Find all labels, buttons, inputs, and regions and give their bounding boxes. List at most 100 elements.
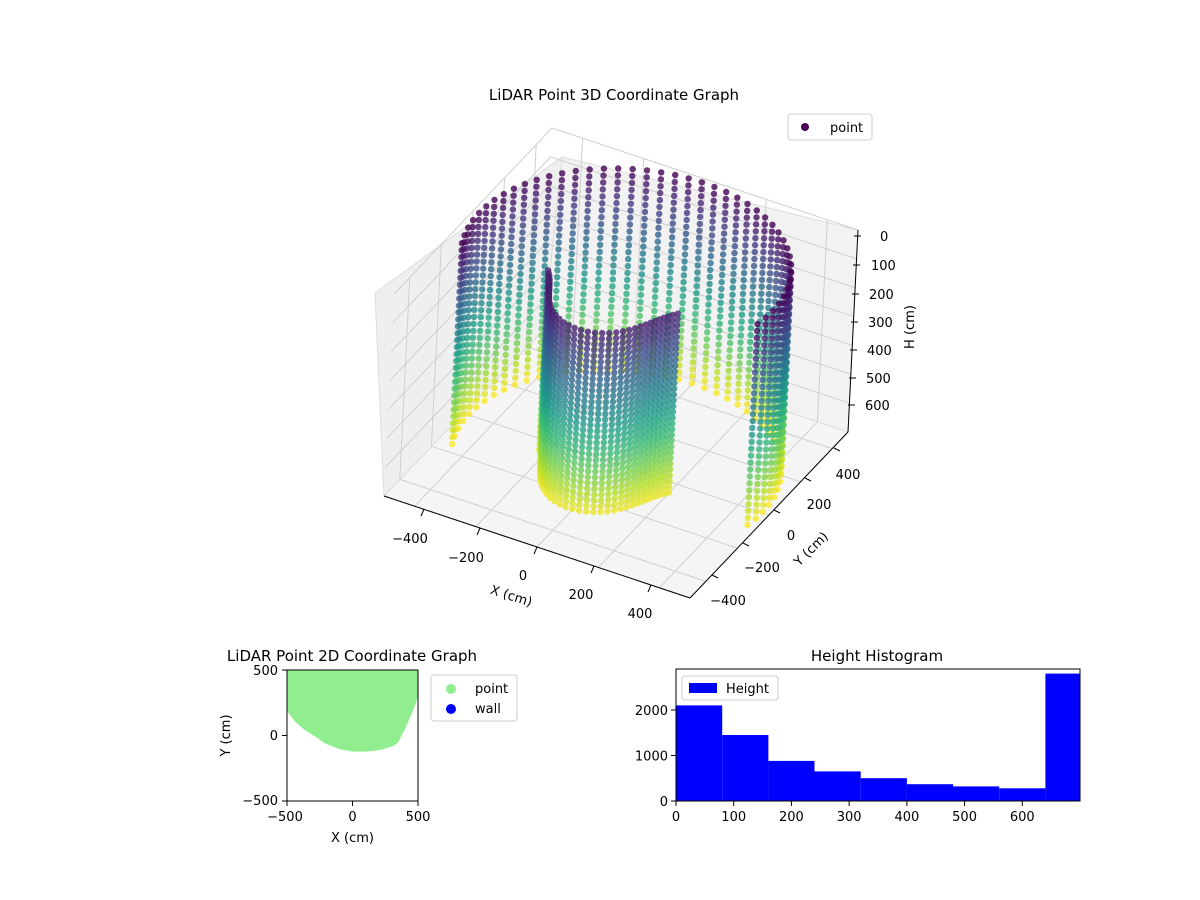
point-3d: [714, 355, 722, 362]
point-3d: [469, 341, 476, 348]
legend-label-height: Height: [726, 682, 769, 697]
point-3d: [516, 284, 523, 291]
point-3d: [640, 236, 647, 243]
point-3d: [524, 349, 532, 357]
point-3d: [631, 336, 638, 343]
point-3d: [762, 321, 769, 328]
point-3d: [481, 390, 489, 398]
point-3d: [497, 253, 504, 260]
point-3d: [773, 356, 780, 363]
point-3d: [646, 336, 653, 344]
point-3d: [757, 304, 764, 311]
point-3d: [560, 319, 567, 326]
point-3d: [640, 243, 647, 250]
point-3d: [752, 348, 760, 355]
point-3d: [597, 353, 605, 360]
point-3d: [628, 405, 635, 413]
point-3d: [613, 206, 620, 214]
plot-frame-histogram: [675, 668, 1081, 802]
point-3d: [624, 276, 631, 284]
point-3d: [670, 402, 677, 410]
point-3d: [623, 390, 630, 397]
point-3d: [639, 390, 646, 398]
point-3d: [559, 170, 566, 177]
point-3d: [605, 479, 613, 486]
point-3d: [579, 311, 586, 319]
point-3d: [624, 469, 632, 476]
point-3d: [610, 381, 617, 388]
point-3d: [557, 495, 564, 502]
point-3d: [753, 494, 760, 501]
point-3d: [470, 327, 477, 334]
point-3d: [555, 327, 562, 334]
point-3d: [708, 232, 716, 239]
point-3d: [475, 348, 483, 355]
point-3d: [585, 450, 593, 458]
point-3d: [560, 426, 567, 433]
point-3d: [627, 200, 635, 207]
point-3d: [576, 484, 584, 491]
point-3d: [584, 485, 591, 492]
point-3d: [726, 353, 733, 361]
point-3d: [765, 304, 772, 312]
point-3d: [542, 242, 549, 249]
point-3d: [491, 196, 498, 204]
point-3d: [729, 291, 736, 298]
point-3d: [705, 301, 712, 308]
point-3d: [507, 247, 514, 255]
point-3d: [556, 405, 563, 412]
point-3d: [581, 386, 589, 393]
point-3d: [640, 361, 647, 369]
point-3d: [470, 313, 478, 321]
legend-2d: point wall: [430, 674, 518, 722]
point-3d: [568, 257, 575, 265]
point-3d: [554, 260, 561, 267]
point-3d: [704, 322, 711, 329]
point-3d: [705, 308, 712, 315]
point-3d: [618, 357, 625, 364]
point-3d: [774, 328, 781, 335]
point-3d: [641, 215, 648, 223]
point-3d: [554, 446, 561, 453]
point-3d: [674, 310, 681, 317]
point-3d: [671, 192, 678, 199]
point-3d: [679, 306, 686, 314]
point-3d: [641, 350, 648, 357]
point-3d: [638, 408, 645, 415]
point-3d: [572, 442, 579, 449]
point-3d: [557, 388, 564, 395]
point-3d: [741, 249, 749, 256]
point-3d: [565, 306, 573, 313]
point-3d: [625, 344, 632, 351]
point-3d: [615, 426, 622, 433]
point-3d: [740, 269, 748, 277]
point-3d: [671, 185, 678, 193]
point-3d: [620, 448, 627, 455]
point-3d: [570, 202, 578, 209]
point-3d: [511, 381, 519, 388]
point-3d: [571, 181, 579, 189]
point-3d: [603, 393, 610, 400]
chart-3d-title: LiDAR Point 3D Coordinate Graph: [489, 86, 739, 104]
point-3d: [733, 215, 740, 222]
point-3d: [727, 333, 734, 340]
point-3d: [764, 411, 771, 418]
point-3d: [583, 351, 590, 358]
point-3d: [580, 297, 587, 305]
point-3d: [690, 345, 697, 352]
point-3d: [592, 456, 600, 464]
point-3d: [600, 439, 608, 446]
point-3d: [635, 369, 642, 376]
point-3d: [704, 315, 711, 322]
point-3d: [731, 256, 738, 264]
point-3d: [563, 492, 570, 499]
point-3d: [763, 425, 771, 432]
point-3d: [512, 374, 519, 382]
point-3d: [769, 307, 777, 315]
point-3d: [610, 262, 617, 269]
point-3d: [530, 232, 538, 239]
point-3d: [634, 494, 641, 501]
point-3d: [574, 401, 581, 409]
point-3d: [628, 193, 635, 200]
point-3d: [719, 251, 727, 258]
